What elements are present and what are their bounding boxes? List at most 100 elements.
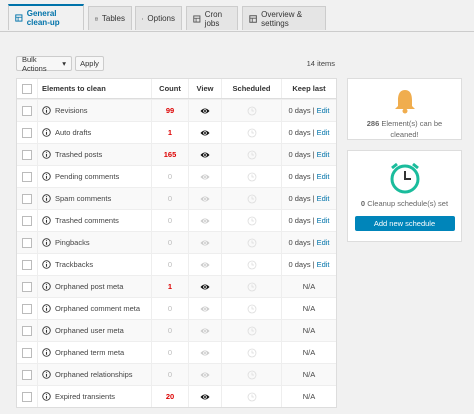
scheduled-cell (221, 122, 281, 143)
scheduled-cell (221, 144, 281, 165)
table-row: Auto drafts 1 0 days | Edit (17, 121, 336, 143)
header-label: Elements to clean (42, 84, 106, 93)
tab-icon (142, 17, 144, 20)
table-row: Orphaned relationships 0 N/A (17, 363, 336, 385)
checkbox[interactable] (22, 83, 32, 94)
keep-last: N/A (302, 370, 316, 379)
bulk-actions-select[interactable]: Bulk Actions ▾ (16, 54, 72, 73)
name-cell: Pingbacks (37, 232, 151, 253)
element-count: 0 (167, 238, 173, 247)
keep-last: 0 days (288, 238, 311, 247)
scheduled-icon (247, 370, 256, 379)
edit-link[interactable]: Edit (316, 150, 330, 159)
element-count: 0 (167, 304, 173, 313)
element-count: 99 (165, 106, 175, 115)
cleanable-box: 286 Element(s) can be cleaned! (347, 78, 462, 140)
keep-last-cell: N/A (281, 320, 336, 341)
tab[interactable]: Tables (88, 6, 132, 30)
schedule-count: 0 (360, 199, 366, 208)
checkbox[interactable] (22, 171, 32, 182)
element-count: 0 (167, 348, 173, 357)
checkbox[interactable] (22, 369, 32, 380)
table-row: Trackbacks 0 0 days | Edit (17, 253, 336, 275)
keep-last: 0 days (288, 172, 311, 181)
view-icon (200, 152, 210, 157)
checkbox[interactable] (22, 281, 32, 292)
scheduled-cell (221, 100, 281, 121)
element-name: Trackbacks (55, 260, 94, 269)
view-icon (200, 394, 210, 399)
edit-link[interactable]: Edit (316, 194, 330, 203)
element-name: Orphaned user meta (55, 326, 124, 335)
view-cell (188, 210, 221, 231)
checkbox[interactable] (22, 215, 32, 226)
view-cell (188, 122, 221, 143)
tab[interactable]: Overview & settings (242, 6, 326, 30)
schedule-text: Cleanup schedule(s) set (367, 199, 449, 208)
header-label: Scheduled (232, 84, 271, 93)
apply-button[interactable]: Apply (75, 56, 104, 71)
tab-label: Tables (101, 14, 125, 23)
tab[interactable]: General clean-up (8, 4, 84, 30)
element-count: 1 (167, 282, 173, 291)
info-icon (42, 216, 51, 225)
checkbox[interactable] (22, 303, 32, 314)
view-icon (200, 372, 210, 377)
view-cell (188, 298, 221, 319)
scheduled-icon (247, 304, 256, 313)
keep-last: N/A (302, 392, 316, 401)
checkbox[interactable] (22, 105, 32, 116)
name-cell: Orphaned post meta (37, 276, 151, 297)
checkbox-cell (17, 188, 37, 209)
table-row: Orphaned user meta 0 N/A (17, 319, 336, 341)
view-cell (188, 254, 221, 275)
keep-last: 0 days (288, 106, 311, 115)
name-cell: Trashed posts (37, 144, 151, 165)
info-icon (42, 304, 51, 313)
edit-link[interactable]: Edit (316, 106, 330, 115)
checkbox-cell (17, 166, 37, 187)
checkbox[interactable] (22, 325, 32, 336)
element-name: Trashed comments (55, 216, 119, 225)
checkbox[interactable] (22, 193, 32, 204)
cleanup-table: Elements to clean Count View Scheduled Keep … (16, 78, 337, 408)
separator: | (312, 216, 315, 225)
name-cell: Orphaned comment meta (37, 298, 151, 319)
edit-link[interactable]: Edit (316, 128, 330, 137)
view-icon (200, 240, 210, 245)
checkbox[interactable] (22, 237, 32, 248)
element-name: Orphaned relationships (55, 370, 133, 379)
tab[interactable]: Options (135, 6, 182, 30)
view-icon (200, 174, 210, 179)
add-schedule-button[interactable]: Add new schedule (354, 216, 455, 231)
view-icon (200, 196, 210, 201)
checkbox-cell (17, 254, 37, 275)
info-icon (42, 172, 51, 181)
header-label: Count (159, 84, 181, 93)
scheduled-cell (221, 298, 281, 319)
checkbox[interactable] (22, 149, 32, 160)
name-cell: Orphaned relationships (37, 364, 151, 385)
checkbox[interactable] (22, 391, 32, 402)
edit-link[interactable]: Edit (316, 260, 330, 269)
select-label: Bulk Actions (22, 54, 47, 73)
separator: | (312, 128, 315, 137)
view-icon (200, 306, 210, 311)
info-icon (42, 260, 51, 269)
scheduled-cell (221, 232, 281, 253)
checkbox[interactable] (22, 259, 32, 270)
edit-link[interactable]: Edit (316, 172, 330, 181)
edit-link[interactable]: Edit (316, 216, 330, 225)
edit-link[interactable]: Edit (316, 238, 330, 247)
checkbox[interactable] (22, 347, 32, 358)
count-cell: 1 (151, 122, 188, 143)
scheduled-icon (247, 150, 256, 159)
view-icon (200, 284, 210, 289)
tab[interactable]: Cron jobs (186, 6, 238, 30)
keep-last-cell: 0 days | Edit (281, 166, 336, 187)
header-cell: View (188, 79, 221, 98)
info-icon (42, 282, 51, 291)
scheduled-cell (221, 342, 281, 363)
keep-last-cell: N/A (281, 364, 336, 385)
checkbox[interactable] (22, 127, 32, 138)
